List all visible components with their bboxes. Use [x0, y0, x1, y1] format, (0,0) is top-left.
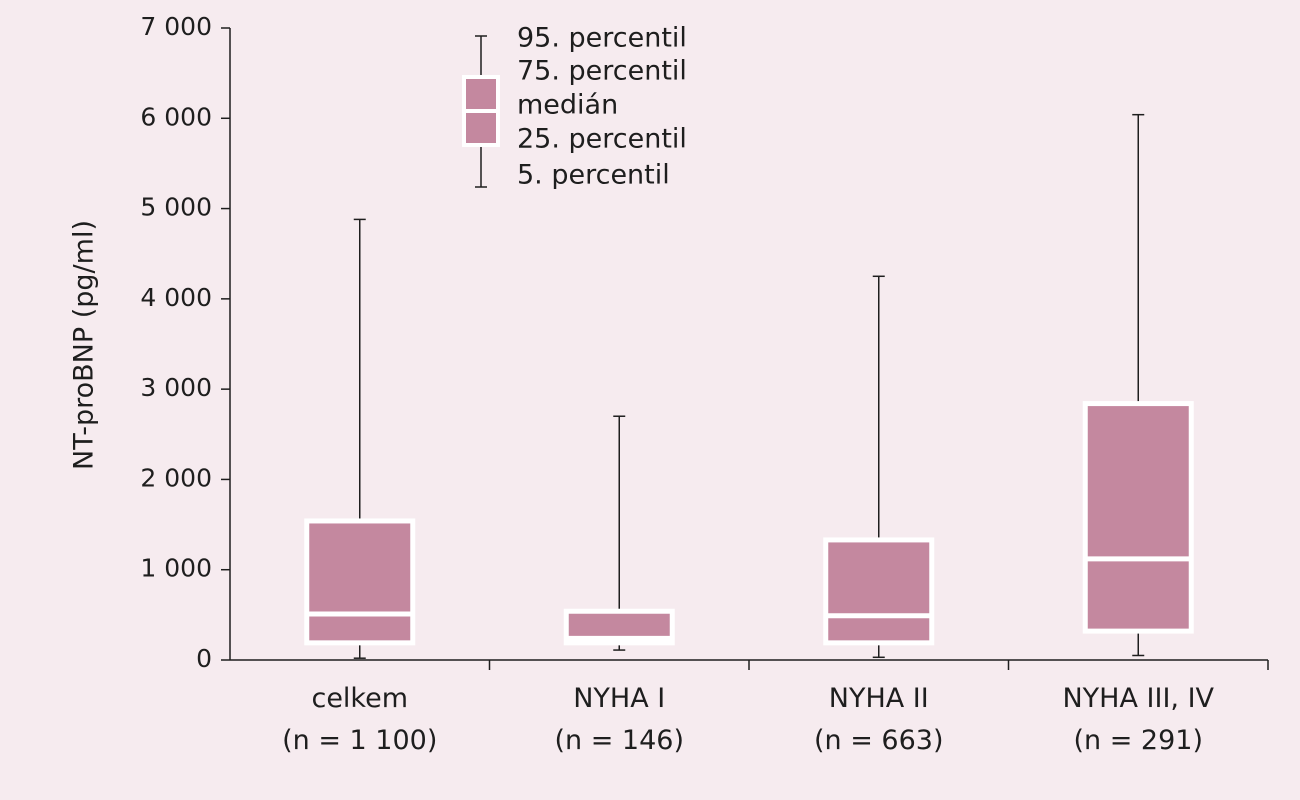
- legend-label: 95. percentil: [517, 23, 687, 54]
- legend-label: 5. percentil: [517, 160, 670, 191]
- iqr-box: [823, 537, 935, 646]
- x-category-label: NYHA I: [573, 683, 665, 714]
- y-tick-label: 2 000: [140, 463, 212, 492]
- iqr-box: [1082, 401, 1194, 634]
- boxes: [304, 113, 1194, 659]
- y-axis-label: NT-proBNP (pg/ml): [69, 220, 100, 470]
- y-tick-label: 6 000: [140, 102, 212, 131]
- x-axis: celkem (n = 1 100) NYHA I (n = 146) NYHA II (…: [230, 659, 1269, 756]
- iqr-box: [304, 518, 416, 646]
- y-tick-label: 1 000: [140, 554, 212, 583]
- legend-label: 75. percentil: [517, 56, 687, 87]
- y-tick-label: 7 000: [140, 12, 212, 41]
- x-category-label: celkem: [311, 683, 408, 714]
- box-nyha-iii-iv: [1082, 113, 1194, 657]
- y-tick-label: 5 000: [140, 193, 212, 222]
- box-nyha-i: [563, 415, 675, 651]
- x-category-n-label: (n = 146): [554, 725, 684, 756]
- x-category-n-label: (n = 663): [814, 725, 944, 756]
- box-celkem: [304, 218, 416, 659]
- x-category-label: NYHA III, IV: [1062, 683, 1214, 714]
- y-axis: 0 1 000 2 000 3 000 4 000 5 000 6 000 7 000: [140, 12, 231, 673]
- legend-label: medián: [517, 90, 618, 121]
- x-category-n-label: (n = 291): [1073, 725, 1203, 756]
- y-tick-label: 4 000: [140, 283, 212, 312]
- y-tick-label: 3 000: [140, 373, 212, 402]
- x-category-label: NYHA II: [829, 683, 929, 714]
- legend-label: 25. percentil: [517, 124, 687, 155]
- box-nyha-ii: [823, 275, 935, 659]
- y-tick-label: 0: [196, 644, 212, 673]
- x-category-n-label: (n = 1 100): [282, 725, 437, 756]
